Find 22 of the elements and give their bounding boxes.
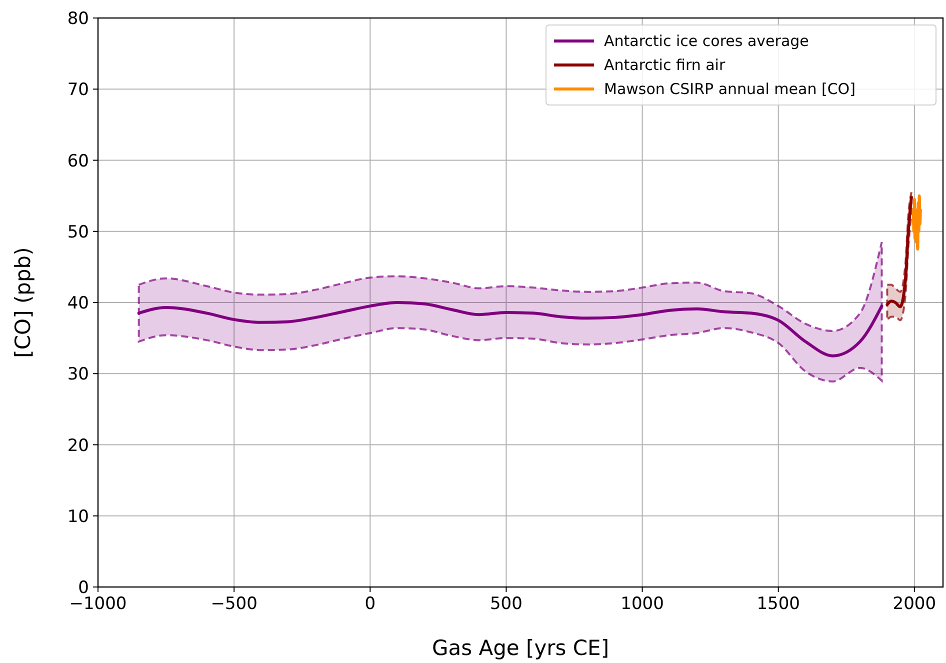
line-series [137,301,884,358]
y-tick-label: 60 [67,151,89,172]
y-tick-label: 20 [67,436,89,456]
y-tick-label: 40 [67,294,89,314]
x-tick-label: 0 [364,594,376,614]
y-tick-label: 10 [67,506,89,527]
x-axis-title: Gas Age [yrs CE] [432,636,610,660]
y-tick-label: 50 [67,222,89,242]
x-tick-label: 1500 [756,594,800,614]
x-tick-label: 1000 [620,594,664,614]
x-tick-label: 500 [490,594,522,614]
y-tick-label: 80 [67,9,89,29]
legend-label: Antarctic ice cores average [604,32,809,50]
y-tick-label: 70 [67,80,89,100]
legend-label: Mawson CSIRP annual mean [CO] [604,80,856,98]
y-tick-label: 30 [67,364,89,385]
line-series [886,196,913,308]
y-axis-title: [CO] (ppb) [11,247,35,358]
x-tick-label: 2000 [892,594,936,614]
line-series [912,194,922,251]
legend-label: Antarctic firn air [604,56,726,74]
x-tick-label: −500 [210,594,258,614]
